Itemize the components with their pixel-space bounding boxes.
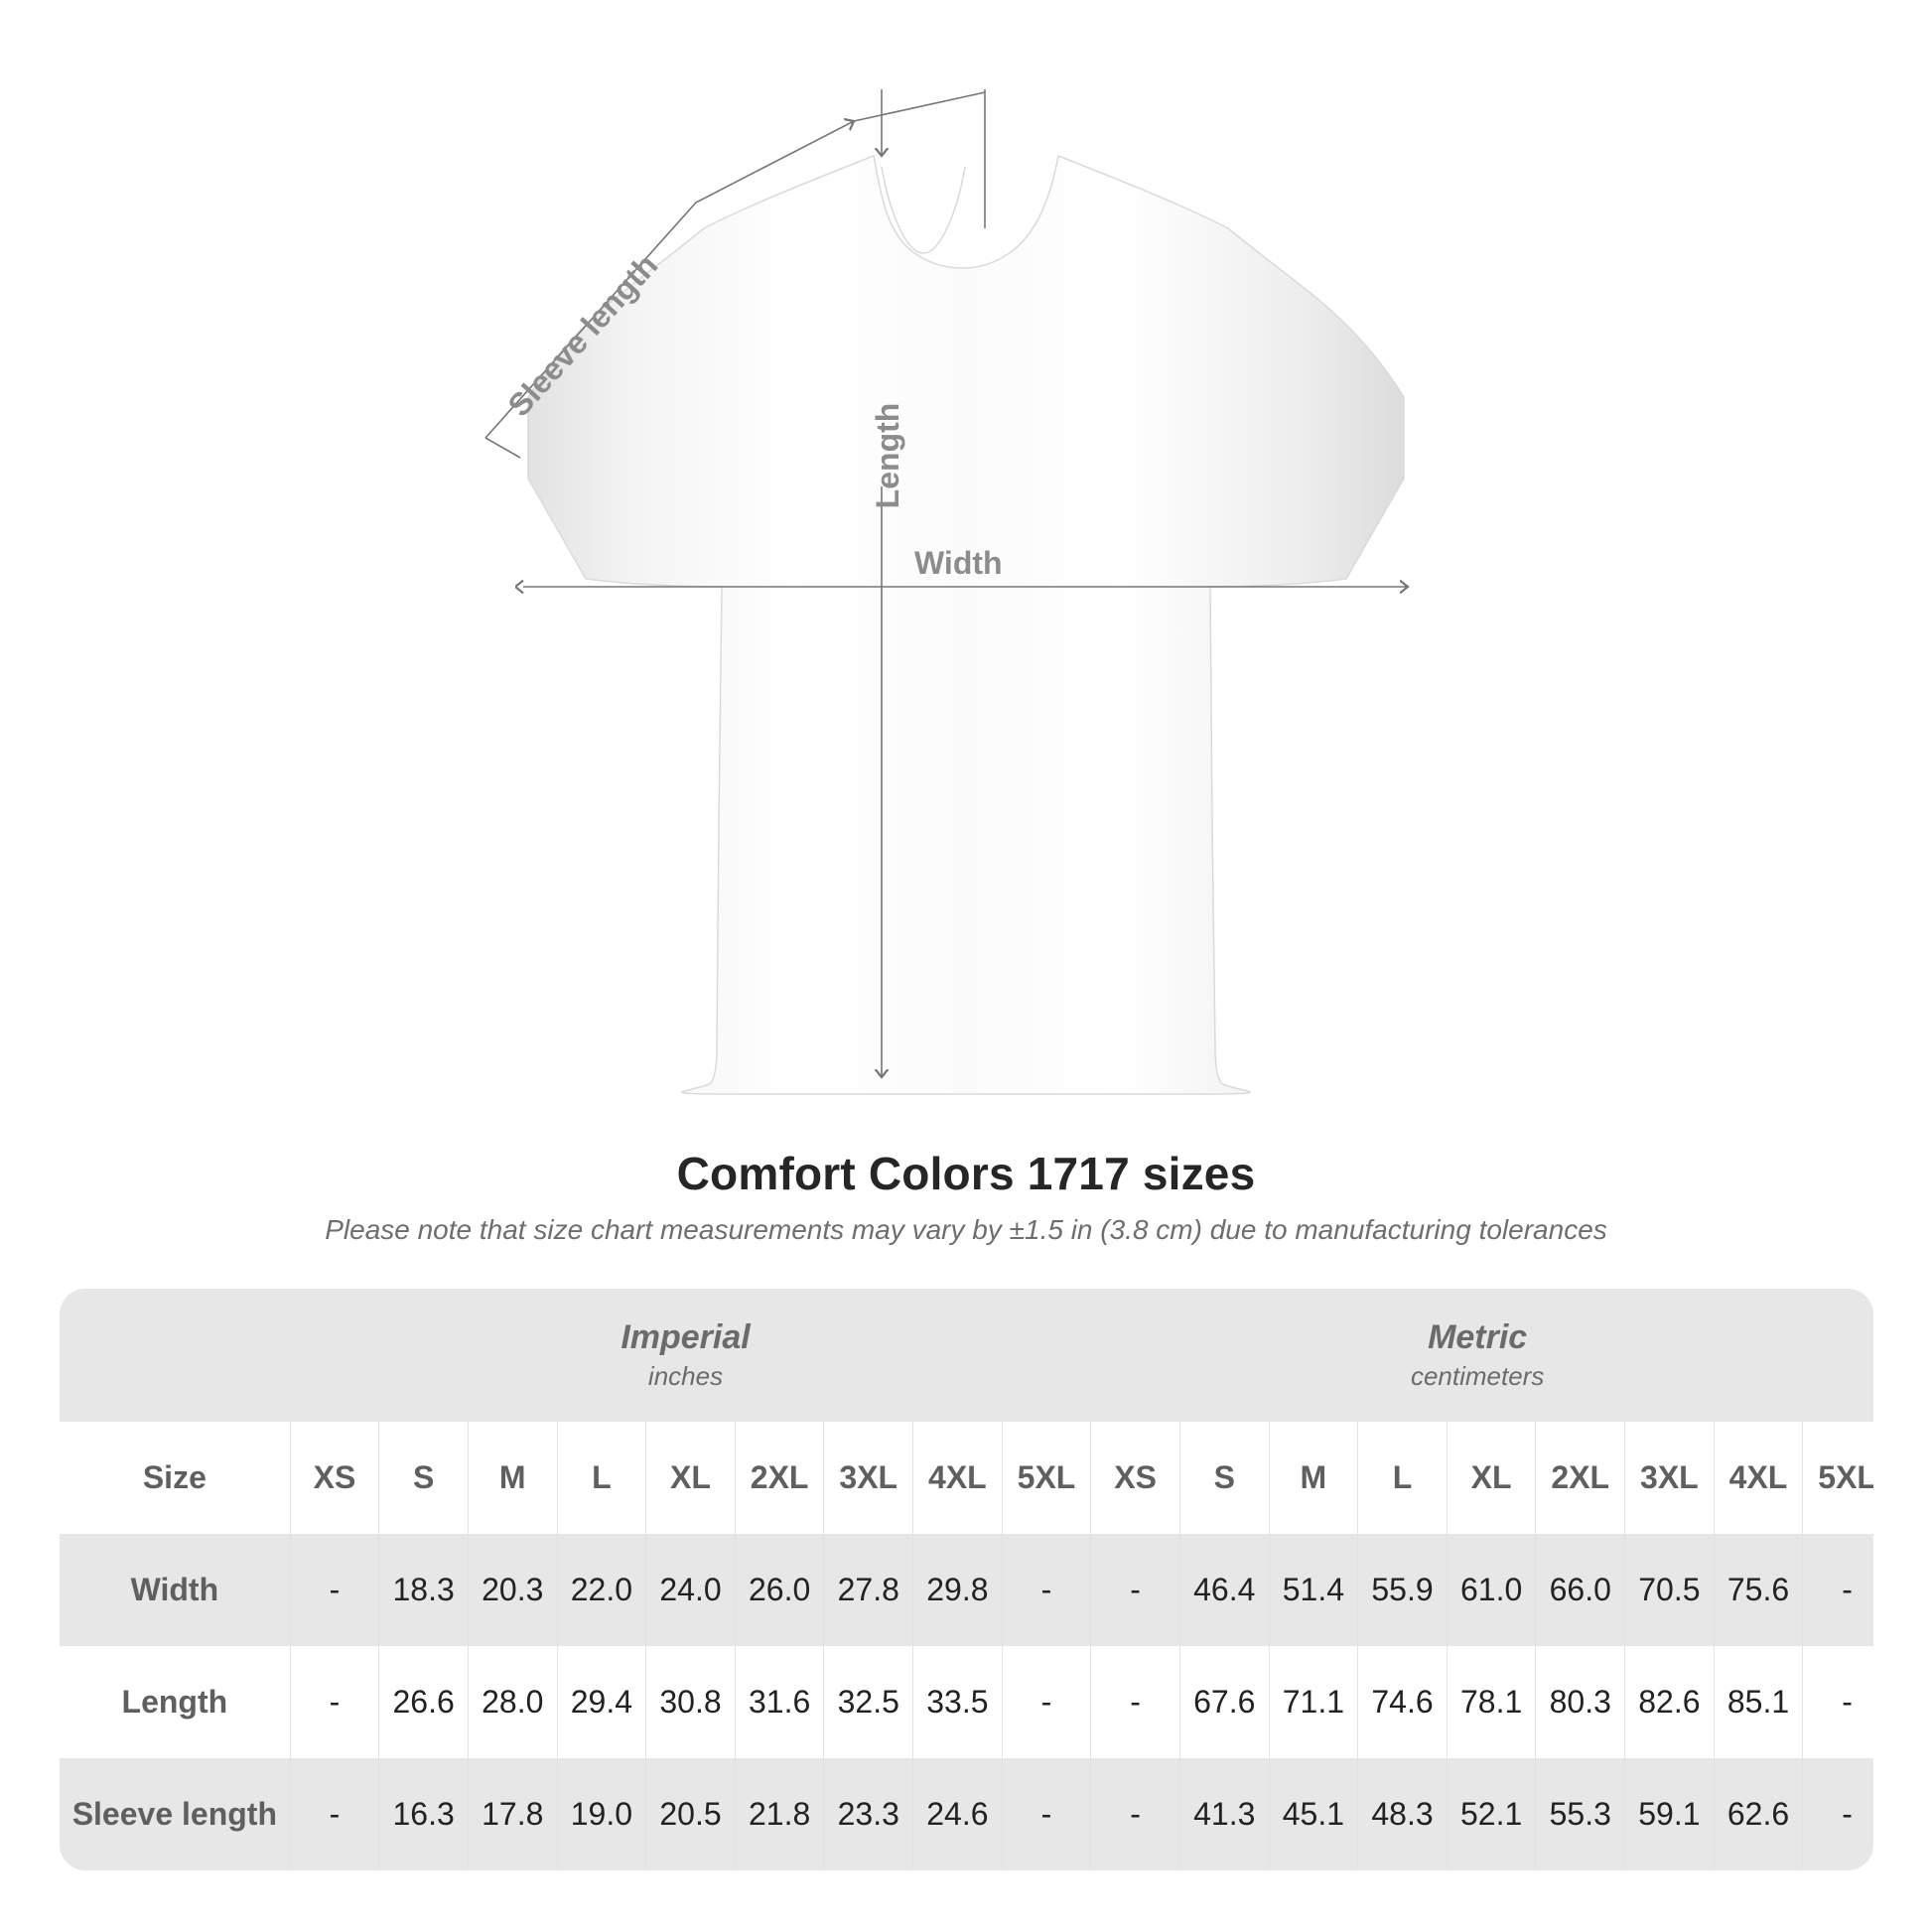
svg-text:Width: Width <box>914 545 1003 581</box>
svg-text:Length: Length <box>870 403 905 509</box>
